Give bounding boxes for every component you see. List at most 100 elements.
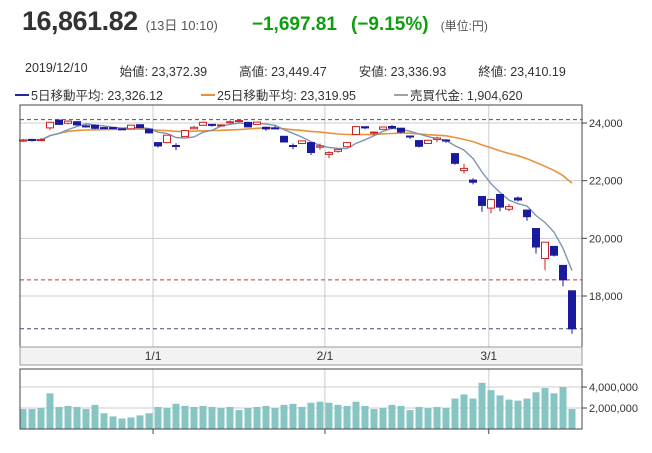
candle-body bbox=[280, 135, 288, 143]
candle-body bbox=[181, 130, 189, 138]
candle-body bbox=[154, 142, 162, 147]
candle-body bbox=[73, 121, 81, 126]
volume-bar bbox=[181, 405, 189, 429]
summary-date: 2019/12/10 bbox=[25, 61, 88, 75]
candle-body bbox=[91, 124, 99, 129]
candle-body bbox=[514, 197, 522, 201]
volume-bar bbox=[325, 402, 333, 429]
legend-ma25-label: 25日移動平均: 23,319.95 bbox=[217, 89, 356, 103]
candle-body bbox=[487, 199, 495, 209]
quote-header: 16,861.82 (13日 10:10) −1,697.81 (−9.15%)… bbox=[22, 6, 488, 37]
price-volume-chart[interactable]: 1/1 2/1 3/1 24,000 22,000 20,000 18,000 4,000,0… bbox=[0, 100, 652, 453]
candle-body bbox=[55, 119, 63, 125]
ma25-line bbox=[22, 127, 573, 184]
candle-body bbox=[19, 139, 27, 142]
candle-body bbox=[262, 126, 270, 130]
price-tick-label: 20,000 bbox=[589, 233, 623, 245]
volume-bar bbox=[82, 409, 90, 429]
legend-ma5: 5日移動平均: 23,326.12 bbox=[15, 85, 163, 104]
price-tick-label: 22,000 bbox=[589, 176, 623, 188]
volume-bar bbox=[550, 393, 558, 429]
volume-tick-label: 2,000,000 bbox=[589, 403, 638, 415]
legend-ma5-label: 5日移動平均: 23,326.12 bbox=[31, 89, 164, 103]
ma5-line-swatch bbox=[15, 93, 29, 96]
candle-body bbox=[163, 134, 171, 144]
candle-body bbox=[523, 209, 531, 218]
volume-bar bbox=[46, 393, 54, 429]
volume-bar bbox=[271, 408, 279, 429]
candle-body bbox=[433, 137, 441, 140]
candle-body bbox=[217, 124, 225, 127]
volume-bar bbox=[217, 408, 225, 429]
candle-body bbox=[289, 145, 297, 147]
volume-bar bbox=[64, 405, 72, 429]
volume-bar bbox=[100, 413, 108, 429]
price-tick-label: 24,000 bbox=[589, 118, 623, 130]
volume-bar bbox=[208, 406, 216, 429]
month-tick-label: 1/1 bbox=[145, 349, 162, 363]
candle-body bbox=[469, 179, 477, 183]
volume-bar bbox=[334, 404, 342, 429]
month-tick-label: 3/1 bbox=[480, 349, 497, 363]
volume-bar bbox=[568, 409, 576, 429]
volume-bar bbox=[442, 408, 450, 429]
volume-bar bbox=[262, 405, 270, 429]
volume-bar bbox=[388, 404, 396, 429]
volume-bar bbox=[37, 408, 45, 429]
candle-body bbox=[379, 126, 387, 130]
candle-body bbox=[109, 127, 117, 130]
volume-bar bbox=[433, 406, 441, 429]
volume-bar bbox=[145, 413, 153, 429]
candle-body bbox=[550, 245, 558, 256]
volume-bar bbox=[244, 408, 252, 429]
legend-turnover: 売買代金: 1,904,620 bbox=[393, 85, 523, 104]
volume-bar bbox=[172, 403, 180, 429]
legend-ma25: 25日移動平均: 23,319.95 bbox=[201, 85, 356, 104]
candle-body bbox=[190, 126, 198, 130]
candle-body bbox=[388, 126, 396, 129]
ohlc-summary-row: 2019/12/10 始値: 23,372.39 高値: 23,449.47 安… bbox=[25, 61, 566, 80]
summary-high: 高値: 23,449.47 bbox=[239, 65, 327, 79]
candle-body bbox=[415, 140, 423, 147]
candle-body bbox=[343, 142, 351, 148]
candle-body bbox=[361, 126, 369, 129]
volume-bar bbox=[541, 388, 549, 429]
candle-body bbox=[370, 131, 378, 134]
candle-body bbox=[172, 145, 180, 147]
volume-tick-label: 4,000,000 bbox=[589, 382, 638, 394]
volume-bar bbox=[73, 406, 81, 429]
volume-bar bbox=[226, 406, 234, 429]
candle-body bbox=[82, 125, 90, 128]
candle-body bbox=[325, 152, 333, 155]
candle-body bbox=[532, 228, 540, 248]
price-tick-label: 18,000 bbox=[589, 291, 623, 303]
volume-bar bbox=[361, 405, 369, 429]
candle-body bbox=[145, 128, 153, 134]
candle-body bbox=[424, 139, 432, 144]
volume-bar bbox=[505, 399, 513, 429]
volume-bar bbox=[532, 392, 540, 429]
volume-bar bbox=[163, 408, 171, 429]
volume-bar bbox=[253, 406, 261, 429]
price-change-percent: (−9.15%) bbox=[350, 14, 429, 35]
candle-body bbox=[226, 121, 234, 124]
quote-timestamp: (13日 10:10) bbox=[145, 18, 218, 33]
candle-body bbox=[541, 241, 549, 259]
volume-bar bbox=[136, 415, 144, 429]
candle-body bbox=[334, 148, 342, 152]
candle-body bbox=[496, 194, 504, 208]
candle-body bbox=[46, 121, 54, 129]
candle-body bbox=[100, 127, 108, 130]
volume-bar bbox=[127, 417, 135, 429]
volume-bar bbox=[235, 410, 243, 429]
volume-bar bbox=[514, 400, 522, 429]
chart-area: 1/1 2/1 3/1 24,000 22,000 20,000 18,000 4,000,0… bbox=[0, 100, 652, 453]
volume-bar bbox=[415, 406, 423, 429]
volume-bar bbox=[28, 409, 36, 429]
volume-bar bbox=[91, 404, 99, 429]
volume-bar bbox=[397, 405, 405, 429]
ma5-line bbox=[22, 122, 573, 271]
volume-bar bbox=[316, 401, 324, 429]
candle-body bbox=[235, 120, 243, 123]
volume-bar bbox=[352, 401, 360, 429]
